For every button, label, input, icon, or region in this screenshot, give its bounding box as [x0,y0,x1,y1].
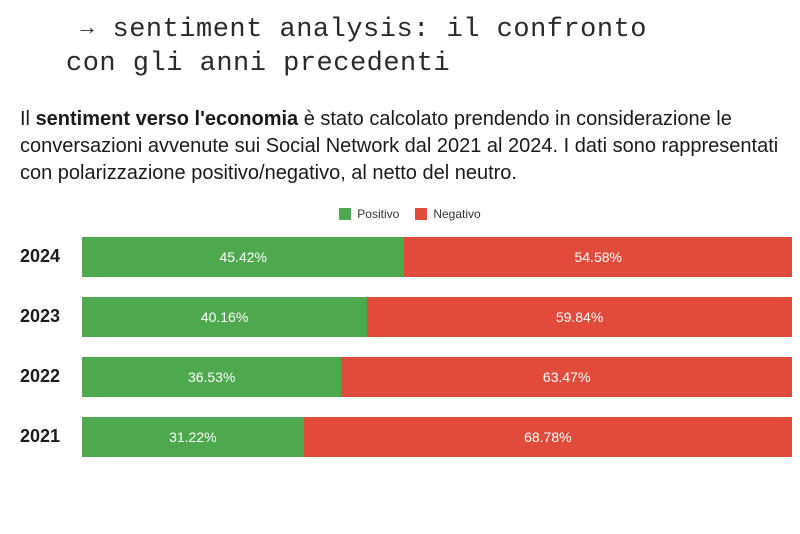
title-line-2: con gli anni precedenti [66,48,800,82]
chart-row: 202445.42%54.58% [20,237,792,277]
legend-label: Negativo [433,207,480,221]
page-title: →sentiment analysis: il confronto con gl… [76,14,800,82]
chart-row: 202236.53%63.47% [20,357,792,397]
legend-item: Negativo [415,207,480,221]
chart-legend: Positivo Negativo [20,207,800,223]
legend-label: Positivo [357,207,399,221]
intro-lead: Il [20,108,36,130]
year-label: 2021 [20,426,82,447]
bar-segment: 45.42% [82,237,404,277]
chart-row: 202340.16%59.84% [20,297,792,337]
intro-paragraph: Il sentiment verso l'economia è stato ca… [20,106,800,187]
legend-swatch [339,208,351,220]
sentiment-chart: 202445.42%54.58% 202340.16%59.84% 202236.5… [20,237,792,457]
bar: 45.42%54.58% [82,237,792,277]
year-label: 2023 [20,306,82,327]
year-label: 2024 [20,246,82,267]
legend-item: Positivo [339,207,399,221]
bar-segment: 31.22% [82,417,304,457]
bar: 31.22%68.78% [82,417,792,457]
bar-segment: 54.58% [404,237,792,277]
bar-segment: 63.47% [341,357,792,397]
bar-segment: 59.84% [367,297,792,337]
title-line-1: sentiment analysis: il confronto [113,15,647,45]
bar: 40.16%59.84% [82,297,792,337]
bar-segment: 36.53% [82,357,341,397]
legend-swatch [415,208,427,220]
intro-bold: sentiment verso l'economia [36,108,299,130]
bar: 36.53%63.47% [82,357,792,397]
bar-segment: 40.16% [82,297,367,337]
chart-row: 202131.22%68.78% [20,417,792,457]
arrow-icon: → [76,13,99,41]
year-label: 2022 [20,366,82,387]
bar-segment: 68.78% [304,417,792,457]
